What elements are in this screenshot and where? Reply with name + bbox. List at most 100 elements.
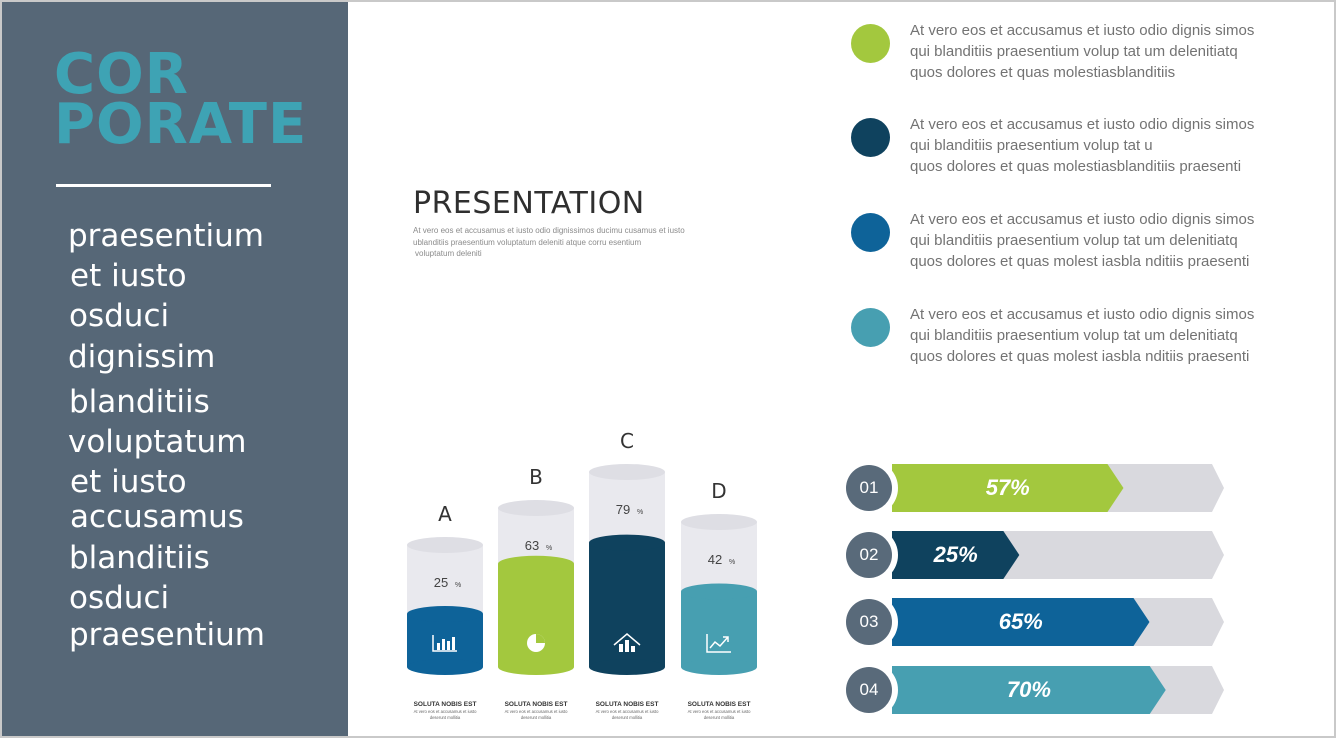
bar-base (498, 659, 574, 675)
bar-caption-title: SOLUTA NOBIS EST (688, 701, 751, 708)
progress-badge (846, 599, 892, 645)
bar-caption-line: At vero eos et accusamus et iusto (414, 709, 478, 714)
bullet-text: At vero eos et accusamus et iusto odio d… (910, 20, 1300, 83)
bar-cap (681, 514, 757, 530)
bar-cap (498, 500, 574, 516)
bar-fill-top (498, 555, 574, 572)
value-label: 63 (525, 538, 539, 553)
progress-fill-arrow (892, 464, 1124, 512)
bullet-line: quos dolores et quas molest iasbla nditi… (910, 348, 1250, 365)
sidebar-word: praesentium (69, 616, 265, 653)
presentation-body: At vero eos et accusamus et iusto odio d… (413, 225, 713, 260)
progress-row-2: 02 25% (846, 529, 1231, 581)
bullet-line: quos dolores et quas molest iasbla nditi… (910, 253, 1250, 270)
sidebar-word: accusamus (70, 499, 244, 536)
progress-percent-label: 70% (1006, 677, 1051, 702)
bullet-dot (851, 213, 890, 252)
bar-caption-title: SOLUTA NOBIS EST (505, 701, 568, 708)
bullet-text: At vero eos et accusamus et iusto odio d… (910, 114, 1300, 177)
bullet-line: At vero eos et accusamus et iusto odio d… (910, 306, 1255, 323)
progress-percent-label: 57% (985, 475, 1030, 500)
sidebar-word: osduci (69, 298, 170, 335)
bar-caption-line: deserunt mollitia (704, 715, 735, 720)
bullet-line: qui blanditiis praesentium volup tat um … (910, 327, 1238, 344)
sidebar-word: blanditiis (69, 539, 210, 576)
house-chart-icon (613, 633, 641, 652)
bar-fill-top (407, 605, 483, 622)
brand-line-2: PORATE (54, 92, 308, 157)
bullet-line: qui blanditiis praesentium volup tat um … (910, 232, 1238, 249)
sidebar-word: voluptatum (68, 423, 247, 460)
bar-caption-line: At vero eos et accusamus et iusto (688, 709, 752, 714)
sidebar-word: blanditiis (69, 383, 210, 420)
bar-base (681, 659, 757, 675)
bullet-line: At vero eos et accusamus et iusto odio d… (910, 116, 1255, 133)
category-label: C (620, 429, 634, 453)
progress-badge-number: 02 (859, 545, 879, 564)
bullet-line: quos dolores et quas molestiasblanditiis (910, 64, 1176, 81)
value-unit: % (455, 582, 461, 589)
bar-empty-part (498, 508, 574, 564)
bar-caption-line: deserunt mollitia (612, 715, 643, 720)
bullet-line: At vero eos et accusamus et iusto odio d… (910, 22, 1255, 39)
bar-caption-line: At vero eos et accusamus et iusto (596, 709, 660, 714)
sidebar-word-list: praesentium et iusto osduci dignissim bl… (68, 216, 265, 655)
progress-track (846, 664, 1224, 716)
bar-base (589, 659, 665, 675)
bar-caption-title: SOLUTA NOBIS EST (414, 701, 477, 708)
bar-empty-part (681, 522, 757, 592)
bullet-line: qui blanditiis praesentium volup tat um … (910, 43, 1238, 60)
progress-badge (846, 532, 892, 578)
progress-track (846, 462, 1224, 514)
presentation-body-line: voluptatum deleniti (415, 249, 482, 258)
bar-caption-title: SOLUTA NOBIS EST (596, 701, 659, 708)
category-label: D (711, 479, 726, 503)
bullet-item-1: At vero eos et accusamus et iusto odio d… (851, 20, 1321, 90)
sidebar-word: dignissim (68, 338, 216, 375)
progress-track (846, 529, 1224, 581)
value-label: 25 (434, 575, 448, 590)
sidebar-word: osduci (69, 579, 170, 616)
bar-cap (589, 464, 665, 480)
pie-chart-icon (527, 634, 545, 652)
bar-caption-line: At vero eos et accusamus et iusto (505, 709, 569, 714)
progress-badge (846, 667, 892, 713)
bullet-text: At vero eos et accusamus et iusto odio d… (910, 304, 1300, 367)
bar-empty-part (589, 472, 665, 543)
bullet-item-2: At vero eos et accusamus et iusto odio d… (851, 114, 1321, 184)
progress-row-3: 03 65% (846, 596, 1231, 648)
bullet-text: At vero eos et accusamus et iusto odio d… (910, 209, 1300, 272)
progress-badge (846, 465, 892, 511)
bullet-line: qui blanditiis praesentium volup tat u (910, 137, 1153, 154)
presentation-title: PRESENTATION (413, 186, 645, 221)
progress-fill-arrow (892, 531, 1020, 579)
progress-badge-number: 04 (859, 680, 879, 699)
category-label: A (438, 502, 452, 526)
bar-fill-top (681, 583, 757, 600)
bar-chart-icon (432, 635, 457, 652)
bullet-item-4: At vero eos et accusamus et iusto odio d… (851, 304, 1321, 374)
bar-fill-top (589, 534, 665, 551)
bar-caption-line: deserunt mollitia (521, 715, 552, 720)
progress-percent-label: 65% (998, 609, 1043, 634)
progress-row-1: 01 57% (846, 462, 1231, 514)
bullet-line: quos dolores et quas molestiasblanditiis… (910, 158, 1242, 175)
progress-fill-arrow (892, 598, 1150, 646)
trend-line-icon (706, 634, 731, 653)
category-label: B (529, 465, 543, 489)
brand-title: COR PORATE (54, 47, 308, 157)
progress-row-4: 04 70% (846, 664, 1231, 716)
bullet-dot (851, 118, 890, 157)
bullet-line: At vero eos et accusamus et iusto odio d… (910, 211, 1255, 228)
presentation-body-line: ublanditiis praesentium voluptatum delen… (413, 237, 642, 247)
bar-fill (681, 591, 757, 667)
value-label: 79 (616, 502, 630, 517)
value-unit: % (546, 545, 552, 552)
progress-fill-arrow (892, 666, 1166, 714)
bar-base (407, 659, 483, 675)
value-unit: % (637, 509, 643, 516)
